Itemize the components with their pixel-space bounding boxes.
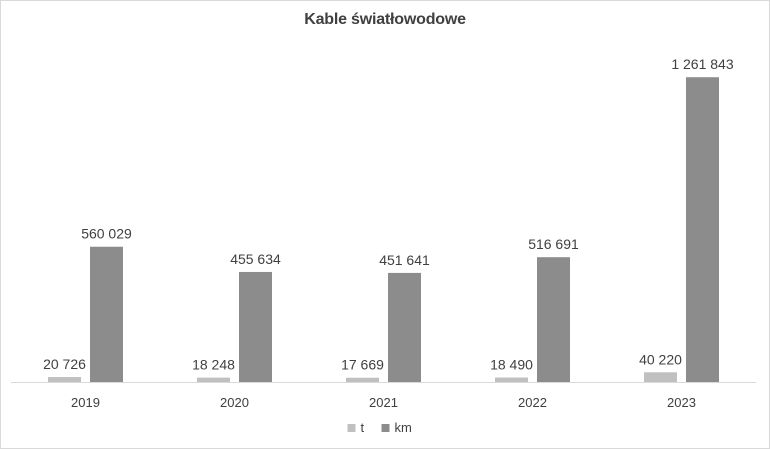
legend-label-t: t — [361, 420, 365, 435]
x-tick-label-2022: 2022 — [518, 395, 547, 410]
data-label-km-2020: 455 634 — [230, 251, 281, 267]
legend-swatch-t — [347, 424, 356, 432]
bar-t-2023 — [644, 372, 677, 382]
bar-km-2022 — [537, 257, 570, 382]
bar-km-2023 — [686, 77, 719, 383]
data-label-km-2022: 516 691 — [528, 236, 579, 252]
data-label-t-2020: 18 248 — [192, 357, 235, 373]
chart-title: Kable światłowodowe — [304, 11, 466, 28]
bar-km-2021 — [388, 272, 421, 382]
data-label-km-2023: 1 261 843 — [671, 56, 733, 72]
x-tick-label-2023: 2023 — [667, 395, 696, 410]
data-label-t-2021: 17 669 — [341, 357, 384, 373]
x-tick-label-2020: 2020 — [220, 395, 249, 410]
x-tick-label-2021: 2021 — [369, 395, 398, 410]
data-label-t-2023: 40 220 — [639, 351, 682, 367]
bar-t-2019 — [48, 376, 81, 382]
legend-swatch-km — [381, 424, 390, 432]
data-label-km-2019: 560 029 — [81, 226, 132, 242]
bar-t-2022 — [495, 377, 528, 382]
bar-km-2020 — [239, 271, 272, 382]
bar-km-2019 — [90, 246, 123, 382]
x-tick-label-2019: 2019 — [71, 395, 100, 410]
data-label-km-2021: 451 641 — [379, 252, 430, 268]
bar-t-2020 — [197, 377, 230, 382]
data-label-t-2022: 18 490 — [490, 357, 533, 373]
bar-t-2021 — [346, 377, 379, 382]
legend-label-km: km — [395, 420, 412, 435]
data-label-t-2019: 20 726 — [43, 356, 86, 372]
